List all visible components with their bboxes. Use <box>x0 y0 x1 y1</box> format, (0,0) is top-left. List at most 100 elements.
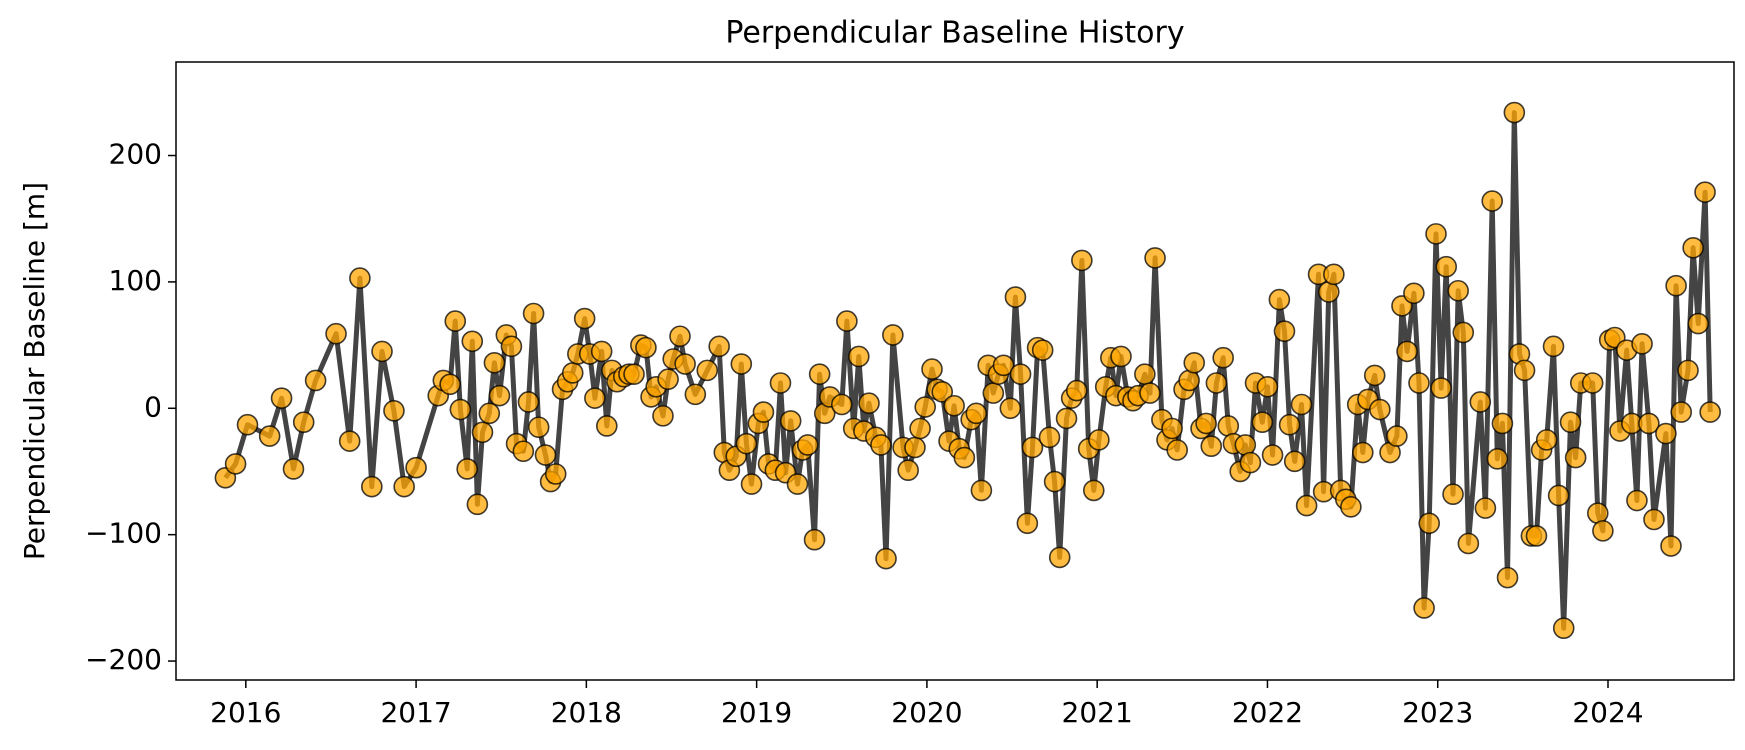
data-point <box>1687 312 1710 335</box>
data-point <box>1016 512 1039 535</box>
data-point <box>1525 525 1548 547</box>
data-point <box>544 463 567 485</box>
data-point <box>769 372 792 394</box>
data-point <box>1363 364 1386 387</box>
data-point <box>1323 263 1345 286</box>
data-point <box>304 369 327 392</box>
x-tick-label: 2022 <box>1232 696 1303 729</box>
data-point <box>383 400 405 422</box>
data-point <box>456 458 478 480</box>
data-point <box>1547 484 1570 507</box>
data-point <box>1486 448 1509 470</box>
data-point <box>970 479 993 502</box>
data-point <box>1408 372 1430 394</box>
data-point <box>1403 282 1425 305</box>
data-point <box>921 358 943 380</box>
data-point <box>1677 359 1699 382</box>
data-point <box>1369 398 1391 421</box>
data-point <box>1542 335 1565 358</box>
data-point <box>1638 412 1660 435</box>
data-point <box>1418 512 1441 535</box>
data-point <box>1559 411 1582 433</box>
data-point <box>573 307 596 330</box>
data-point <box>1004 286 1027 308</box>
data-point <box>1503 101 1526 124</box>
x-tick-label: 2021 <box>1062 696 1133 729</box>
data-point <box>1581 372 1604 394</box>
data-point <box>1552 617 1575 639</box>
data-point <box>282 458 305 480</box>
data-point <box>982 382 1005 404</box>
plot-frame <box>175 61 1735 681</box>
data-point <box>1161 417 1183 440</box>
data-point <box>1665 274 1687 297</box>
data-point <box>449 398 472 421</box>
x-tick-label: 2019 <box>721 696 792 729</box>
data-point <box>258 425 281 447</box>
data-point <box>1469 391 1492 413</box>
data-point <box>1694 181 1716 203</box>
data-point <box>796 434 819 456</box>
data-point <box>652 405 674 427</box>
data-point <box>561 362 584 384</box>
data-point <box>836 310 858 332</box>
data-point <box>371 340 393 363</box>
data-point <box>1038 426 1061 449</box>
data-point <box>1413 597 1435 619</box>
data-point <box>808 363 831 385</box>
data-point <box>1474 497 1497 519</box>
data-point <box>1283 450 1306 473</box>
data-point <box>595 415 618 437</box>
x-tick-label: 2017 <box>380 696 451 729</box>
data-point <box>1643 508 1665 531</box>
data-point <box>730 353 753 375</box>
data-point <box>1655 422 1677 445</box>
data-point <box>1166 439 1189 461</box>
data-point <box>779 410 802 432</box>
data-point <box>1088 429 1110 451</box>
data-point <box>500 335 523 358</box>
data-point <box>1442 483 1464 506</box>
data-point <box>471 421 494 444</box>
data-point <box>1144 247 1166 269</box>
data-point <box>696 359 719 382</box>
data-point <box>1251 411 1274 433</box>
data-point <box>735 432 758 455</box>
data-point <box>1234 434 1257 456</box>
data-point <box>1295 494 1318 517</box>
data-point <box>444 310 467 332</box>
data-point <box>1386 425 1408 447</box>
data-point <box>512 440 535 463</box>
data-point <box>1682 236 1704 259</box>
data-point <box>1082 479 1105 502</box>
data-point <box>953 446 976 469</box>
data-point <box>1071 249 1093 272</box>
data-point <box>1670 401 1693 423</box>
data-point <box>1626 489 1648 512</box>
y-axis-label: Perpendicular Baseline [m] <box>18 182 51 560</box>
data-point <box>858 392 880 415</box>
data-point <box>708 335 730 358</box>
y-tick-label: −200 <box>85 643 162 676</box>
data-point <box>1110 345 1132 368</box>
data-point <box>870 434 892 456</box>
series-line <box>223 110 1713 631</box>
data-point <box>405 456 427 479</box>
data-point <box>527 416 550 439</box>
data-point <box>1239 451 1262 474</box>
data-point <box>999 397 1022 420</box>
data-point <box>1352 441 1374 464</box>
data-point <box>292 411 315 433</box>
data-point <box>623 363 645 385</box>
data-point <box>674 353 696 375</box>
data-point <box>875 547 897 570</box>
data-point <box>1457 532 1480 555</box>
data-point <box>1340 496 1362 518</box>
data-point <box>1178 369 1200 392</box>
data-point <box>1205 372 1228 394</box>
data-point <box>1065 379 1088 402</box>
data-point <box>1699 401 1721 423</box>
data-point <box>325 322 347 345</box>
data-point <box>1200 435 1223 457</box>
